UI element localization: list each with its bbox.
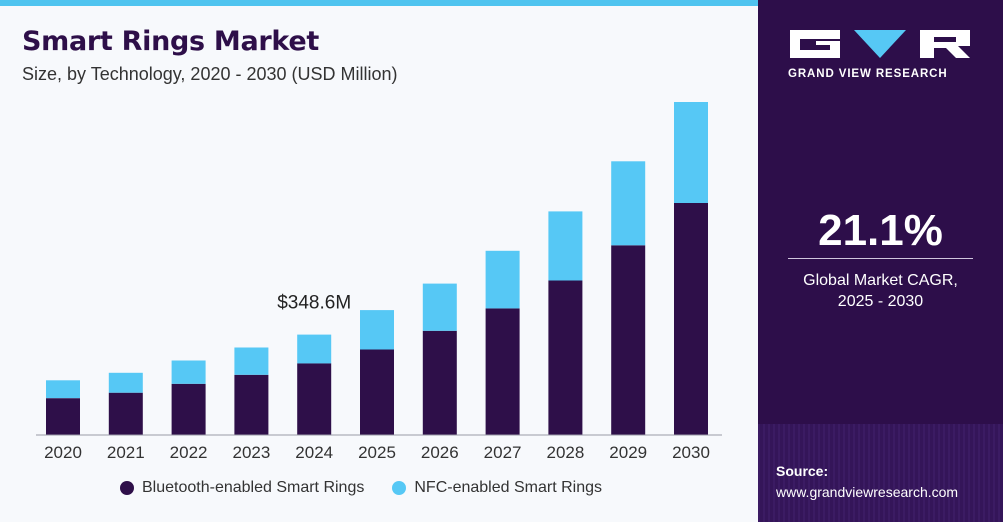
source-panel bbox=[758, 424, 1003, 522]
x-tick-label-2027: 2027 bbox=[484, 443, 522, 462]
cagr-label: Global Market CAGR, 2025 - 2030 bbox=[758, 270, 1003, 312]
side-panel: GRAND VIEW RESEARCH 21.1% Global Market … bbox=[758, 0, 1003, 522]
x-tick-label-2022: 2022 bbox=[170, 443, 208, 462]
bar-nfc-2024 bbox=[297, 334, 332, 364]
data-label-2024: $348.6M bbox=[277, 293, 351, 314]
bar-bluetooth-2027 bbox=[485, 308, 520, 435]
x-tick-label-2021: 2021 bbox=[107, 443, 145, 462]
legend-item-bluetooth: Bluetooth-enabled Smart Rings bbox=[120, 479, 364, 497]
bar-bluetooth-2023 bbox=[234, 374, 269, 435]
bar-nfc-2023 bbox=[234, 347, 269, 375]
x-tick-label-2030: 2030 bbox=[672, 443, 710, 462]
top-accent-bar bbox=[0, 0, 758, 6]
brand-name: GRAND VIEW RESEARCH bbox=[788, 68, 948, 80]
bar-bluetooth-2021 bbox=[108, 392, 143, 435]
bar-bluetooth-2020 bbox=[46, 398, 80, 435]
x-tick-label-2029: 2029 bbox=[609, 443, 647, 462]
source-label: Source: bbox=[776, 463, 829, 479]
bar-bluetooth-2026 bbox=[422, 330, 457, 435]
legend-label-nfc: NFC-enabled Smart Rings bbox=[414, 479, 602, 496]
bar-nfc-2022 bbox=[171, 360, 206, 384]
grand-view-research-logo-icon bbox=[790, 30, 970, 58]
cagr-label-line1: Global Market CAGR, bbox=[803, 272, 958, 289]
legend-item-nfc: NFC-enabled Smart Rings bbox=[392, 479, 602, 497]
source-link[interactable]: www.grandviewresearch.com bbox=[776, 484, 959, 500]
bar-nfc-2030 bbox=[674, 102, 708, 203]
legend-swatch-nfc bbox=[392, 481, 407, 495]
x-tick-label-2025: 2025 bbox=[358, 443, 396, 462]
legend-swatch-bluetooth bbox=[120, 481, 134, 495]
cagr-label-line2: 2025 - 2030 bbox=[837, 293, 924, 310]
chart-subtitle: Size, by Technology, 2020 - 2030 (USD Mi… bbox=[22, 64, 398, 84]
x-tick-label-2028: 2028 bbox=[546, 443, 584, 462]
bar-nfc-2029 bbox=[611, 161, 646, 246]
bar-bluetooth-2028 bbox=[548, 280, 583, 435]
x-tick-label-2024: 2024 bbox=[295, 443, 333, 462]
stacked-bar-chart: 2020 2021 2022 2023 2024 2025 2026 2027 2028 2029… bbox=[36, 102, 722, 462]
bar-bluetooth-2029 bbox=[611, 245, 646, 435]
bar-bluetooth-2030 bbox=[674, 203, 708, 435]
x-tick-label-2020: 2020 bbox=[44, 443, 82, 462]
legend-label-bluetooth: Bluetooth-enabled Smart Rings bbox=[142, 479, 365, 496]
bar-nfc-2025 bbox=[360, 310, 394, 350]
bar-nfc-2028 bbox=[548, 211, 583, 281]
bar-bluetooth-2024 bbox=[297, 363, 332, 435]
cagr-value: 21.1% bbox=[818, 206, 943, 255]
chart-legend: Bluetooth-enabled Smart Rings NFC-enable… bbox=[120, 479, 602, 497]
bar-nfc-2027 bbox=[485, 250, 520, 309]
bar-bluetooth-2022 bbox=[171, 383, 206, 435]
bar-nfc-2021 bbox=[108, 372, 143, 393]
cagr-divider bbox=[788, 258, 973, 259]
bar-nfc-2026 bbox=[422, 283, 457, 331]
chart-title: Smart Rings Market bbox=[22, 26, 319, 57]
x-tick-label-2026: 2026 bbox=[421, 443, 459, 462]
bar-bluetooth-2025 bbox=[360, 349, 394, 435]
x-tick-label-2023: 2023 bbox=[232, 443, 270, 462]
bar-nfc-2020 bbox=[46, 380, 80, 399]
